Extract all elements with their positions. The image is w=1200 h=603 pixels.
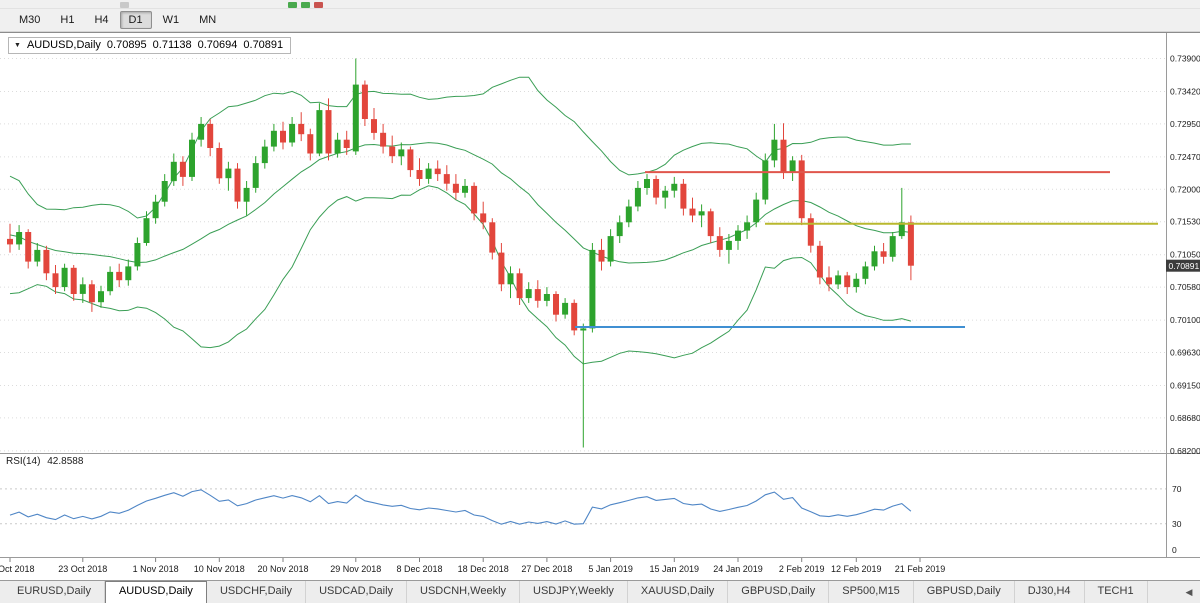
svg-text:2 Feb 2019: 2 Feb 2019 [779,564,825,574]
chart-tab-7-gbpusd-daily[interactable]: GBPUSD,Daily [728,581,830,603]
rsi-level-lines [0,488,1166,525]
chart-tab-4-usdcnh-weekly[interactable]: USDCNH,Weekly [407,581,521,603]
svg-text:1 Nov 2018: 1 Nov 2018 [133,564,179,574]
svg-text:5 Jan 2019: 5 Jan 2019 [588,564,633,574]
timeframe-button-h4[interactable]: H4 [94,14,109,26]
chart-tab-bar: EURUSD,Daily AUDUSD,Daily USDCHF,Daily USDC… [0,580,1200,603]
rsi-indicator-label: RSI(14) 42.8588 [6,456,87,467]
svg-text:20 Nov 2018: 20 Nov 2018 [257,564,308,574]
svg-text:29 Nov 2018: 29 Nov 2018 [330,564,381,574]
chart-tab-0-eurusd-daily[interactable]: EURUSD,Daily [4,581,105,603]
svg-text:18 Dec 2018: 18 Dec 2018 [458,564,509,574]
clipped-toolbar-icon [301,2,310,8]
clipped-toolbar-icon [120,2,129,8]
tab-scroll-left-button[interactable]: ◀ [1185,587,1193,597]
svg-text:30: 30 [1172,519,1182,529]
pane-borders [0,33,1200,558]
chart-canvas[interactable]: 0.73900 0.73420 0.72950 0.72470 0.72000 0.715… [0,33,1200,581]
chart-tab-10-dj30-h4[interactable]: DJ30,H4 [1015,581,1085,603]
chart-title: ▼ AUDUSD,Daily 0.70895 0.71138 0.70694 0… [8,37,292,54]
current-price-badge: 0.70891 [1166,259,1200,272]
ohlc-open-value: 0.70895 [106,39,147,51]
price-axis-labels: 0.73900 0.73420 0.72950 0.72470 0.72000 0.715… [1170,54,1200,456]
clipped-toolbar-icon [288,2,297,8]
svg-text:0.69630: 0.69630 [1170,348,1200,358]
svg-text:70: 70 [1172,484,1182,494]
svg-text:0.70891: 0.70891 [1169,261,1200,271]
ohlc-close-value: 0.70891 [243,39,284,51]
svg-text:21 Feb 2019: 21 Feb 2019 [895,564,946,574]
svg-text:10 Nov 2018: 10 Nov 2018 [194,564,245,574]
svg-text:0.73420: 0.73420 [1170,87,1200,97]
clipped-toolbar-icon [314,2,323,8]
svg-text:0.73900: 0.73900 [1170,54,1200,64]
chart-tab-11-tech1[interactable]: TECH1 [1085,581,1148,603]
bollinger-bands [9,76,912,365]
chart-dropdown-icon[interactable]: ▼ [14,41,21,49]
svg-text:0.69150: 0.69150 [1170,381,1200,391]
rsi-value: 42.8588 [47,456,84,467]
candlesticks [7,58,914,448]
svg-text:0.72470: 0.72470 [1170,152,1200,162]
svg-text:0.70580: 0.70580 [1170,282,1200,292]
chart-tab-9-gbpusd-daily[interactable]: GBPUSD,Daily [914,581,1015,603]
rsi-name: RSI(14) [6,456,41,467]
svg-text:8 Dec 2018: 8 Dec 2018 [396,564,442,574]
rsi-line [9,489,912,525]
svg-text:24 Jan 2019: 24 Jan 2019 [713,564,763,574]
svg-text:0.72950: 0.72950 [1170,119,1200,129]
date-axis: 13 Oct 2018 23 Oct 2018 1 Nov 2018 10 Nov 2… [0,558,945,574]
svg-text:0.71050: 0.71050 [1170,250,1200,260]
svg-text:23 Oct 2018: 23 Oct 2018 [58,564,107,574]
svg-text:0.72000: 0.72000 [1170,184,1200,194]
ohlc-low-value: 0.70694 [197,39,238,51]
clipped-upper-toolbar [0,0,1200,9]
ohlc-high-value: 0.71138 [152,39,192,51]
svg-text:13 Oct 2018: 13 Oct 2018 [0,564,35,574]
rsi-axis-labels: 70 30 0 [1172,484,1182,555]
svg-text:0: 0 [1172,545,1177,555]
chart-window: 0.73900 0.73420 0.72950 0.72470 0.72000 0.715… [0,32,1200,581]
chart-tab-8-sp500-m15[interactable]: SP500,M15 [829,581,914,603]
svg-text:15 Jan 2019: 15 Jan 2019 [650,564,700,574]
chart-symbol-label: AUDUSD,Daily [26,39,101,51]
svg-text:0.68680: 0.68680 [1170,413,1200,423]
chart-tab-5-usdjpy-weekly[interactable]: USDJPY,Weekly [520,581,628,603]
timeframe-button-d1[interactable]: D1 [119,11,152,29]
svg-text:12 Feb 2019: 12 Feb 2019 [831,564,882,574]
timeframe-toolbar: M30 H1 H4 D1 W1 MN [0,9,1200,32]
chart-tab-3-usdcad-daily[interactable]: USDCAD,Daily [306,581,408,603]
horizontal-line-objects[interactable] [575,171,1158,328]
svg-text:0.70100: 0.70100 [1170,315,1200,325]
timeframe-button-m30[interactable]: M30 [19,14,41,26]
svg-text:0.68200: 0.68200 [1170,446,1200,456]
timeframe-button-h1[interactable]: H1 [60,14,75,26]
chart-tab-2-usdchf-daily[interactable]: USDCHF,Daily [207,581,307,603]
svg-text:0.71530: 0.71530 [1170,217,1200,227]
chart-tab-1-audusd-daily[interactable]: AUDUSD,Daily [104,581,207,603]
svg-text:27 Dec 2018: 27 Dec 2018 [521,564,572,574]
timeframe-button-w1[interactable]: W1 [162,14,180,26]
chart-tab-6-xauusd-daily[interactable]: XAUUSD,Daily [628,581,729,603]
timeframe-button-mn[interactable]: MN [199,14,217,26]
